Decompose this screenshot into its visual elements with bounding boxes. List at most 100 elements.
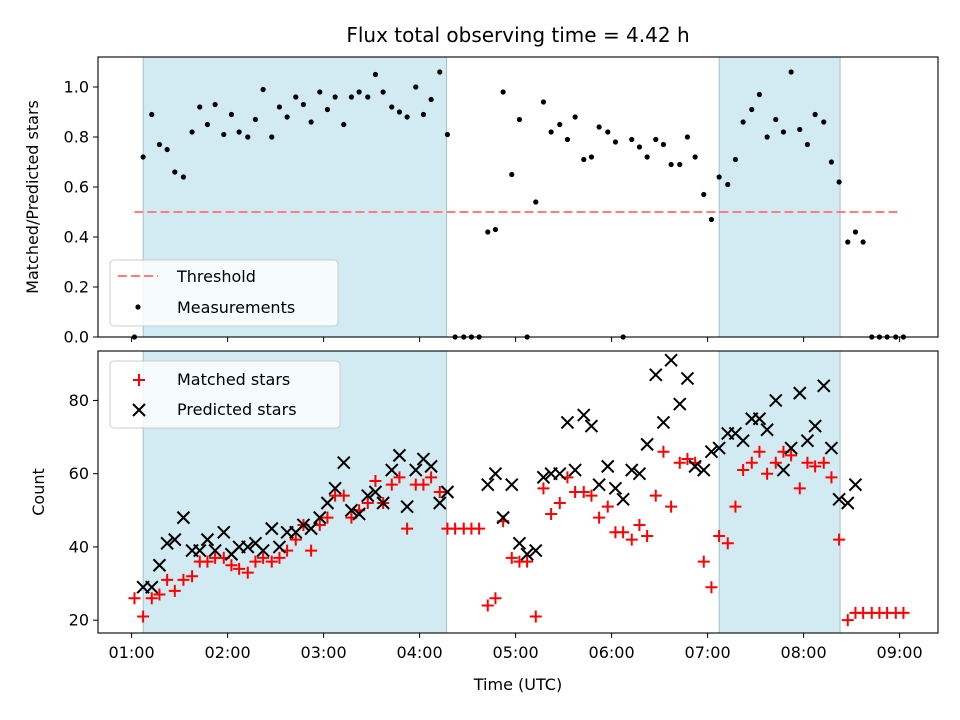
measurement-point xyxy=(389,104,395,110)
measurement-point xyxy=(596,124,602,130)
predicted-star-point xyxy=(241,540,255,554)
predicted-star-point xyxy=(368,485,383,499)
top-axes-frame xyxy=(97,56,939,338)
measurement-point xyxy=(812,111,818,118)
matched-star-point xyxy=(585,489,598,502)
x-tick-label: 09:00 xyxy=(877,643,923,662)
matched-star-point xyxy=(137,610,150,623)
matched-star-point xyxy=(321,511,334,524)
measurement-point xyxy=(204,121,211,128)
matched-star-point xyxy=(545,507,558,520)
bottom-axes-frame xyxy=(97,350,939,634)
y-tick-label: 1.0 xyxy=(64,78,89,97)
measurement-point xyxy=(653,136,659,143)
matched-star-point xyxy=(521,555,534,568)
predicted-star-point xyxy=(217,525,231,539)
bottom-y-axis-label: Count xyxy=(29,468,48,516)
y-tick-label: 20 xyxy=(69,611,89,630)
predicted-star-point xyxy=(704,445,719,459)
measurement-point xyxy=(260,86,266,93)
y-tick-label: 0.4 xyxy=(64,228,89,247)
predicted-star-point xyxy=(304,521,318,536)
predicted-star-point xyxy=(313,510,327,525)
measurement-point xyxy=(437,69,443,75)
x-tick-label: 01:00 xyxy=(109,643,155,662)
matched-star-point xyxy=(153,588,166,601)
y-tick-label: 0.8 xyxy=(64,128,89,147)
matched-star-point xyxy=(665,500,678,513)
top-y-axis-label: Matched/Predicted stars xyxy=(23,100,42,294)
measurement-point xyxy=(365,94,371,100)
y-tick-label: 60 xyxy=(69,464,89,483)
predicted-star-point xyxy=(736,434,750,448)
measurement-point xyxy=(668,161,674,168)
predicted-star-point xyxy=(553,466,567,481)
matched-star-point xyxy=(305,544,318,557)
measurement-point xyxy=(732,156,739,163)
bottom-legend: Matched stars Predicted stars xyxy=(109,360,341,429)
measurement-point xyxy=(836,179,842,185)
predicted-star-point xyxy=(361,488,375,503)
top-legend-box xyxy=(109,259,339,327)
predicted-star-point xyxy=(505,477,519,492)
measurement-point xyxy=(828,159,835,165)
x-tick-label: 07:00 xyxy=(685,643,731,662)
measurement-point xyxy=(677,161,683,168)
measurement-point xyxy=(860,239,866,245)
predicted-star-point xyxy=(560,415,575,430)
matched-star-point xyxy=(489,592,502,605)
matched-star-point xyxy=(417,478,430,491)
measurement-point xyxy=(660,141,667,148)
bottom-legend-box xyxy=(109,360,341,429)
bottom-x-ticks: 01:00 02:00 03:00 04:00 05:00 06:00 07:00 08:00… xyxy=(109,633,923,662)
matched-star-point xyxy=(737,464,750,477)
predicted-star-point xyxy=(529,543,543,558)
matched-star-point xyxy=(145,592,158,605)
measurements-legend-marker xyxy=(135,304,141,310)
predicted-star-point xyxy=(409,463,423,477)
predicted-star-point xyxy=(632,466,647,481)
shaded-interval xyxy=(718,350,841,634)
predicted-stars-series xyxy=(136,353,863,594)
x-tick-label: 03:00 xyxy=(301,643,347,662)
predicted-star-point xyxy=(649,368,663,382)
matched-star-point xyxy=(177,573,190,586)
chart-title: Flux total observing time = 4.42 h xyxy=(346,23,689,47)
measurement-point xyxy=(644,154,650,160)
predicted-star-point xyxy=(784,441,798,455)
matched-star-point xyxy=(681,453,694,466)
predicted-star-point xyxy=(400,499,414,514)
matched-star-point xyxy=(529,610,542,623)
measurement-point xyxy=(341,121,347,128)
y-tick-label: 0.6 xyxy=(64,178,89,197)
measurement-point xyxy=(716,174,722,180)
predicted-star-point xyxy=(440,485,455,499)
measurement-point xyxy=(332,94,338,100)
measurement-point xyxy=(821,119,827,125)
matched-star-point xyxy=(393,471,406,484)
predicted-stars-legend-label: Predicted stars xyxy=(177,400,297,419)
predicted-star-point xyxy=(577,408,591,422)
predicted-star-point xyxy=(817,379,831,393)
matched-star-point xyxy=(841,614,854,627)
predicted-star-point xyxy=(256,543,270,558)
measurement-point xyxy=(212,101,218,108)
predicted-star-point xyxy=(568,463,582,477)
measurement-point xyxy=(324,106,331,113)
predicted-star-point xyxy=(824,441,839,455)
measurement-point xyxy=(845,239,851,245)
predicted-star-point xyxy=(265,521,279,536)
measurement-point xyxy=(788,69,794,75)
shaded-interval xyxy=(718,56,841,338)
bottom-y-ticks: 20 40 60 80 xyxy=(69,391,98,630)
predicted-star-point xyxy=(584,419,599,433)
predicted-star-point xyxy=(616,492,630,507)
measurement-point xyxy=(708,216,715,223)
predicted-star-point xyxy=(193,543,207,558)
matched-star-point xyxy=(793,482,806,495)
matched-star-point xyxy=(601,500,614,513)
matched-stars-legend-label: Matched stars xyxy=(177,370,290,389)
matched-star-point xyxy=(713,529,726,542)
matched-star-point xyxy=(241,566,254,579)
